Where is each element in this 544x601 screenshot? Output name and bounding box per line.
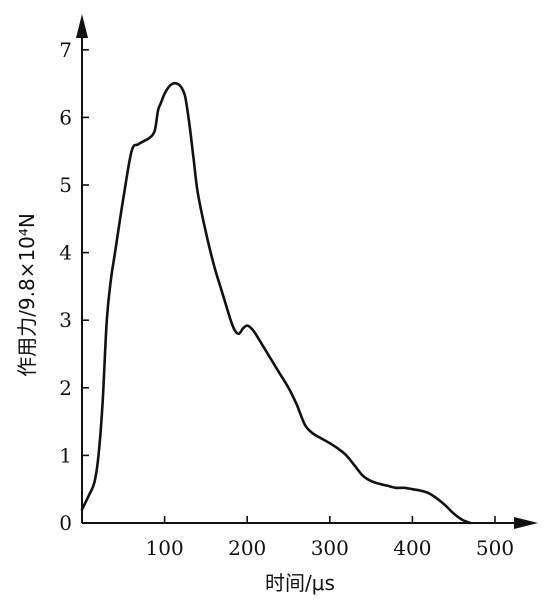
y-tick-label: 4 bbox=[59, 241, 72, 265]
x-tick-label: 400 bbox=[393, 536, 431, 560]
x-tick-label: 200 bbox=[228, 536, 266, 560]
y-tick-label: 5 bbox=[59, 173, 72, 197]
x-tick-label: 300 bbox=[311, 536, 349, 560]
y-tick-label: 7 bbox=[59, 38, 72, 62]
y-tick-label: 3 bbox=[59, 308, 72, 332]
x-tick-group: 100 200 300 400 500 bbox=[146, 516, 514, 560]
y-axis-title: 作用力/9.8×10⁴N bbox=[15, 213, 39, 377]
y-tick-label: 2 bbox=[59, 376, 72, 400]
y-tick-label: 0 bbox=[59, 511, 72, 535]
y-axis-arrow-icon bbox=[76, 14, 88, 38]
y-tick-label: 1 bbox=[59, 443, 72, 467]
x-tick-label: 100 bbox=[146, 536, 184, 560]
force-curve bbox=[80, 81, 472, 525]
x-axis-title: 时间/μs bbox=[265, 571, 335, 595]
x-tick-label: 500 bbox=[476, 536, 514, 560]
y-tick-group: 0 1 2 3 4 5 6 7 bbox=[59, 38, 89, 535]
x-axis-arrow-icon bbox=[514, 517, 538, 529]
y-tick-label: 6 bbox=[59, 105, 72, 129]
